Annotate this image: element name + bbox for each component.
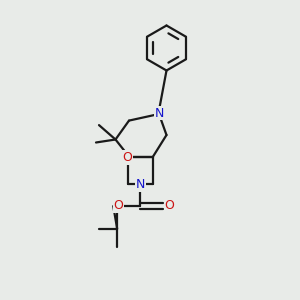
Text: N: N [136, 178, 145, 191]
Text: N: N [155, 106, 164, 120]
Text: O: O [164, 199, 174, 212]
Text: O: O [123, 151, 132, 164]
Text: O: O [114, 199, 124, 212]
